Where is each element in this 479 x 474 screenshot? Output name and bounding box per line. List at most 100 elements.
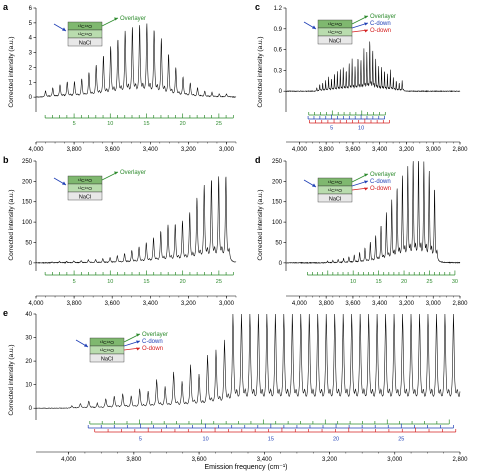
y-axis-label-c: Corrected intensity (a.u.) bbox=[257, 36, 264, 107]
x-tick-label-c: 3,200 bbox=[399, 147, 415, 153]
y-axis-label-d: Corrected intensity (a.u.) bbox=[257, 189, 264, 260]
x-tick-label-a: 4,000 bbox=[28, 147, 44, 153]
panels: 0 1 2 3 4 5 6 4,000 3,800 3,600 3,400 3,200 3,000 5 10… bbox=[22, 6, 468, 463]
x-tick-label-a: 3,800 bbox=[67, 147, 83, 153]
emission-arrow-head-overlayer bbox=[136, 333, 140, 337]
y-tick-label-e: 10 bbox=[25, 383, 32, 389]
y-tick-label-d: 50 bbox=[275, 240, 282, 246]
legend-label-overlayer: Overlayer bbox=[370, 172, 396, 178]
x-tick-label-b: 4,000 bbox=[28, 301, 44, 307]
y-axis-label-e: Corrected intensity (a.u.) bbox=[8, 344, 15, 415]
y-tick-label-c: 0.9 bbox=[274, 27, 283, 33]
emission-arrow-head-overlayer bbox=[114, 17, 118, 21]
assignment-label-overlayer: 25 bbox=[426, 279, 432, 285]
y-tick-label-e: 0 bbox=[29, 406, 33, 412]
x-tick-label-c: 3,800 bbox=[319, 147, 335, 153]
layer-top-label: ¹³C¹⁸O bbox=[78, 24, 92, 30]
assignment-label-c_down: 20 bbox=[333, 437, 339, 443]
y-tick-label-d: 0 bbox=[279, 261, 283, 267]
x-tick-label-a: 3,200 bbox=[181, 147, 197, 153]
layer-bottom-label: ¹²C¹⁶O bbox=[100, 348, 114, 354]
layer-top-label: ¹³C¹⁸O bbox=[100, 340, 114, 346]
x-tick-label-b: 3,400 bbox=[143, 301, 159, 307]
emission-arrow-head-c_down bbox=[364, 22, 368, 26]
x-tick-label-d: 3,000 bbox=[426, 301, 442, 307]
assignment-label-overlayer: 15 bbox=[143, 279, 149, 285]
y-tick-label-c: 1.2 bbox=[274, 6, 283, 12]
panel-c: 0 0.3 0.6 0.9 1.2 4,000 3,800 3,600 3,400 3,200 3,… bbox=[274, 6, 469, 153]
assignment-label-overlayer: 10 bbox=[107, 279, 113, 285]
y-tick-label-a: 0 bbox=[29, 95, 33, 101]
y-tick-label-b: 100 bbox=[22, 220, 33, 226]
x-tick-label-b: 3,800 bbox=[67, 301, 83, 307]
substrate-label: NaCl bbox=[101, 357, 113, 363]
nacl-substrate bbox=[67, 191, 103, 201]
y-axis-label-a: Corrected intensity (a.u.) bbox=[8, 36, 15, 107]
assignment-label-overlayer: 25 bbox=[216, 121, 222, 127]
x-tick-label-a: 3,000 bbox=[219, 147, 235, 153]
x-tick-label-e: 2,800 bbox=[452, 457, 468, 463]
y-tick-label-d: 200 bbox=[272, 179, 283, 185]
spectrum-trace-b bbox=[35, 176, 237, 264]
y-tick-label-a: 2 bbox=[29, 65, 33, 71]
assignment-label-overlayer: 5 bbox=[73, 121, 76, 127]
x-tick-label-a: 3,600 bbox=[105, 147, 121, 153]
panel-e: 0 10 20 30 40 4,000 3,800 3,600 3,400 3,200 3,000 2… bbox=[25, 312, 468, 463]
panel-d: 0 50 100 150 200 250 4,000 3,800 3,600 3,400 3,200… bbox=[272, 159, 468, 307]
emission-arrow-head-overlayer bbox=[114, 171, 118, 175]
assignment-label-c_down: 10 bbox=[358, 126, 364, 132]
layer-bottom-label: ¹²C¹⁶O bbox=[328, 188, 342, 194]
y-tick-label-b: 0 bbox=[29, 261, 33, 267]
legend-label-o_down: O-down bbox=[142, 346, 163, 352]
emission-arrow-head-overlayer bbox=[364, 173, 368, 177]
x-tick-label-c: 3,000 bbox=[426, 147, 442, 153]
substrate-label: NaCl bbox=[79, 195, 91, 201]
x-tick-label-e: 3,200 bbox=[322, 457, 338, 463]
x-tick-label-a: 3,400 bbox=[143, 147, 159, 153]
assignment-label-overlayer: 25 bbox=[216, 279, 222, 285]
y-tick-label-a: 6 bbox=[29, 6, 33, 12]
nacl-substrate bbox=[317, 193, 353, 203]
x-tick-label-b: 3,000 bbox=[219, 301, 235, 307]
legend-label-c_down: C-down bbox=[370, 21, 391, 27]
layer-bottom-label: ¹²C¹⁶O bbox=[328, 30, 342, 36]
y-tick-label-d: 100 bbox=[272, 220, 283, 226]
assignment-label-c_down: 10 bbox=[203, 437, 209, 443]
legend-label-overlayer: Overlayer bbox=[370, 14, 396, 20]
assignment-label-c_down: 15 bbox=[268, 437, 274, 443]
x-tick-label-e: 3,800 bbox=[126, 457, 142, 463]
y-tick-label-b: 250 bbox=[22, 159, 33, 165]
legend-label-c_down: C-down bbox=[370, 179, 391, 185]
x-tick-label-c: 3,400 bbox=[372, 147, 388, 153]
y-tick-label-c: 0.3 bbox=[274, 68, 283, 74]
emission-arrow-head-o_down bbox=[136, 347, 140, 351]
excitation-arrow-head bbox=[312, 25, 316, 29]
y-tick-label-a: 1 bbox=[29, 80, 33, 86]
y-tick-label-e: 20 bbox=[25, 359, 32, 365]
substrate-label: NaCl bbox=[329, 197, 341, 203]
spectrum-trace-e bbox=[35, 313, 461, 409]
x-tick-label-e: 3,600 bbox=[192, 457, 208, 463]
layer-top-label: ¹³C¹⁸O bbox=[78, 178, 92, 184]
assignment-label-c_down: 5 bbox=[330, 126, 333, 132]
legend-label-overlayer: Overlayer bbox=[120, 16, 146, 22]
y-tick-label-e: 30 bbox=[25, 336, 32, 342]
legend-label-overlayer: Overlayer bbox=[142, 332, 168, 338]
panel-label-b: b bbox=[3, 155, 9, 165]
nacl-substrate bbox=[317, 35, 353, 45]
x-tick-label-d: 3,800 bbox=[319, 301, 335, 307]
emission-arrow-head-o_down bbox=[364, 187, 368, 191]
assignment-label-overlayer: 15 bbox=[376, 279, 382, 285]
spectrum-trace-c bbox=[285, 41, 461, 93]
legend-label-c_down: C-down bbox=[142, 339, 163, 345]
legend-label-overlayer: Overlayer bbox=[120, 170, 146, 176]
x-tick-label-c: 2,800 bbox=[452, 147, 468, 153]
x-tick-label-b: 3,200 bbox=[181, 301, 197, 307]
y-tick-label-a: 5 bbox=[29, 21, 33, 27]
x-axis-label: Emission frequency (cm⁻¹) bbox=[204, 464, 287, 471]
x-tick-label-d: 3,200 bbox=[399, 301, 415, 307]
